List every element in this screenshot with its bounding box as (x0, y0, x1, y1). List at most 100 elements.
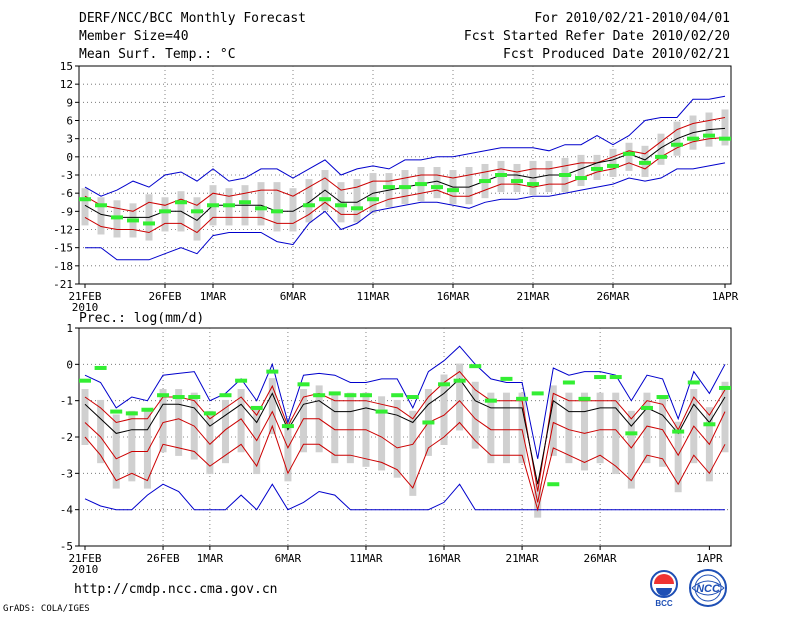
ensemble-box (143, 410, 151, 489)
ensemble-box (128, 410, 136, 482)
y-tick-label: -5 (60, 540, 73, 553)
ensemble-box (237, 389, 245, 453)
ensemble-box (433, 167, 441, 199)
observed-marker (672, 429, 685, 434)
observed-marker (687, 380, 700, 385)
y-tick-label: -9 (60, 205, 73, 218)
x-tick-label: 21FEB (68, 290, 101, 303)
observed-marker (547, 482, 560, 487)
observed-marker (359, 393, 372, 398)
x-tick-label: 1APR (696, 552, 723, 565)
series-upper-line (84, 117, 726, 212)
observed-marker (351, 206, 363, 211)
x-tick-label: 26MAR (584, 552, 617, 565)
source-url[interactable]: http://cmdp.ncc.cma.gov.cn (74, 582, 278, 597)
ensemble-box (331, 392, 339, 464)
observed-marker (415, 182, 427, 187)
y-tick-label: 15 (60, 60, 73, 73)
observed-marker (110, 409, 123, 414)
ensemble-box (378, 396, 386, 471)
ensemble-box (81, 188, 89, 226)
x-tick-label: 16MAR (436, 290, 469, 303)
ensemble-box (159, 389, 167, 453)
ensemble-box (456, 363, 464, 431)
observed-marker (531, 391, 544, 396)
ensemble-box (112, 414, 120, 489)
observed-marker (250, 405, 263, 410)
series-min-line (85, 162, 726, 261)
observed-marker (207, 203, 219, 208)
bcc-logo-icon: BCC (650, 570, 678, 608)
series-lower-line (84, 399, 726, 503)
observed-marker (79, 378, 91, 383)
y-tick-label: -4 (60, 504, 74, 517)
x-tick-label: 21MAR (506, 552, 539, 565)
x-tick-label: 16MAR (427, 552, 460, 565)
observed-marker (313, 393, 326, 398)
observed-marker (344, 393, 357, 398)
observed-marker (422, 420, 435, 425)
x-tick-label: 1MAR (200, 290, 227, 303)
series-min-line (84, 483, 725, 511)
ensemble-box (612, 392, 620, 475)
observed-marker (447, 188, 459, 193)
y-tick-label: 0 (66, 151, 73, 164)
forecast-period: For 2010/02/21-2010/04/01 (534, 11, 730, 26)
ensemble-box (257, 182, 265, 226)
ensemble-box (721, 381, 729, 453)
observed-marker (94, 365, 107, 370)
observed-marker (391, 393, 404, 398)
x-tick-label: 1APR (712, 290, 739, 303)
ensemble-box (206, 410, 214, 475)
y-tick-label: -15 (53, 242, 73, 255)
observed-marker (438, 382, 451, 387)
ensemble-box (465, 167, 473, 205)
x-tick-label: 26MAR (596, 290, 629, 303)
ensemble-box (409, 410, 417, 496)
y-tick-label: -1 (60, 395, 73, 408)
ensemble-box (268, 378, 276, 435)
fcst-started: Fcst Started Refer Date 2010/02/20 (463, 29, 730, 44)
observed-marker (594, 375, 607, 380)
ensemble-box (393, 399, 401, 478)
ensemble-box (81, 389, 89, 445)
observed-marker (219, 393, 232, 398)
observed-marker (383, 185, 395, 190)
x-tick-label: 11MAR (349, 552, 382, 565)
ensemble-box (175, 389, 183, 456)
observed-marker (527, 182, 539, 187)
series-max-line (84, 345, 726, 459)
y-tick-label: -18 (53, 260, 73, 273)
x-tick-label: 21FEB (68, 552, 101, 565)
series-lowest-line (84, 421, 726, 512)
observed-marker (191, 209, 203, 214)
observed-marker (239, 200, 251, 205)
y-tick-label: 3 (66, 133, 73, 146)
observed-marker (223, 203, 235, 208)
observed-marker (559, 173, 571, 177)
ensemble-box (289, 188, 297, 232)
x-tick-label: 21MAR (516, 290, 549, 303)
observed-marker (469, 364, 482, 369)
panel-precipitation: -5 -4 -3 -2 -1 0 1 21FEB 26FEB 1MAR 6MAR 11MAR 16MAR… (60, 322, 732, 576)
y-tick-label: -3 (60, 467, 73, 480)
observed-marker (271, 209, 283, 214)
observed-marker (625, 431, 638, 436)
observed-marker (453, 378, 466, 383)
x-tick-label: 1MAR (197, 552, 224, 565)
observed-marker (703, 422, 716, 427)
observed-marker (95, 203, 107, 208)
ensemble-box (657, 133, 665, 165)
ensemble-box (221, 399, 229, 464)
observed-marker (656, 395, 669, 400)
observed-marker (484, 398, 497, 403)
observed-marker (281, 424, 294, 429)
ensemble-box (502, 392, 510, 464)
observed-marker (111, 215, 123, 220)
observed-marker (575, 176, 587, 181)
variable-label: Mean Surf. Temp.: °C (79, 47, 236, 62)
series-upper-line (84, 370, 726, 492)
observed-marker (431, 185, 443, 190)
observed-marker (719, 385, 731, 390)
